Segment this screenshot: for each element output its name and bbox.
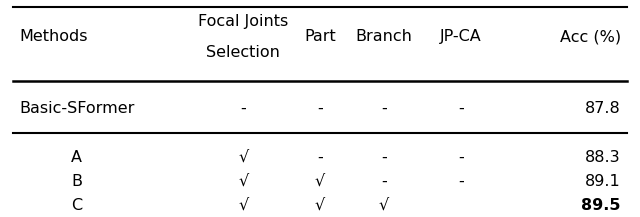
Text: Branch: Branch	[356, 29, 412, 44]
Text: 88.3: 88.3	[585, 150, 621, 165]
Text: √: √	[315, 197, 325, 213]
Text: A: A	[71, 150, 83, 165]
Text: -: -	[317, 150, 323, 165]
Text: √: √	[238, 174, 248, 189]
Text: -: -	[458, 101, 463, 116]
Text: JP-CA: JP-CA	[440, 29, 482, 44]
Text: √: √	[379, 197, 389, 213]
Text: -: -	[381, 101, 387, 116]
Text: Focal Joints: Focal Joints	[198, 14, 289, 29]
Text: -: -	[458, 174, 463, 189]
Text: √: √	[315, 174, 325, 189]
Text: Part: Part	[304, 29, 336, 44]
Text: √: √	[238, 197, 248, 213]
Text: Acc (%): Acc (%)	[559, 29, 621, 44]
Text: √: √	[238, 150, 248, 165]
Text: -: -	[458, 150, 463, 165]
Text: -: -	[317, 101, 323, 116]
Text: B: B	[71, 174, 83, 189]
Text: 87.8: 87.8	[585, 101, 621, 116]
Text: C: C	[71, 197, 83, 213]
Text: Methods: Methods	[19, 29, 88, 44]
Text: -: -	[381, 174, 387, 189]
Text: Basic-SFormer: Basic-SFormer	[19, 101, 134, 116]
Text: 89.1: 89.1	[585, 174, 621, 189]
Text: 89.5: 89.5	[581, 197, 621, 213]
Text: -: -	[381, 150, 387, 165]
Text: Selection: Selection	[206, 44, 280, 60]
Text: -: -	[241, 101, 246, 116]
